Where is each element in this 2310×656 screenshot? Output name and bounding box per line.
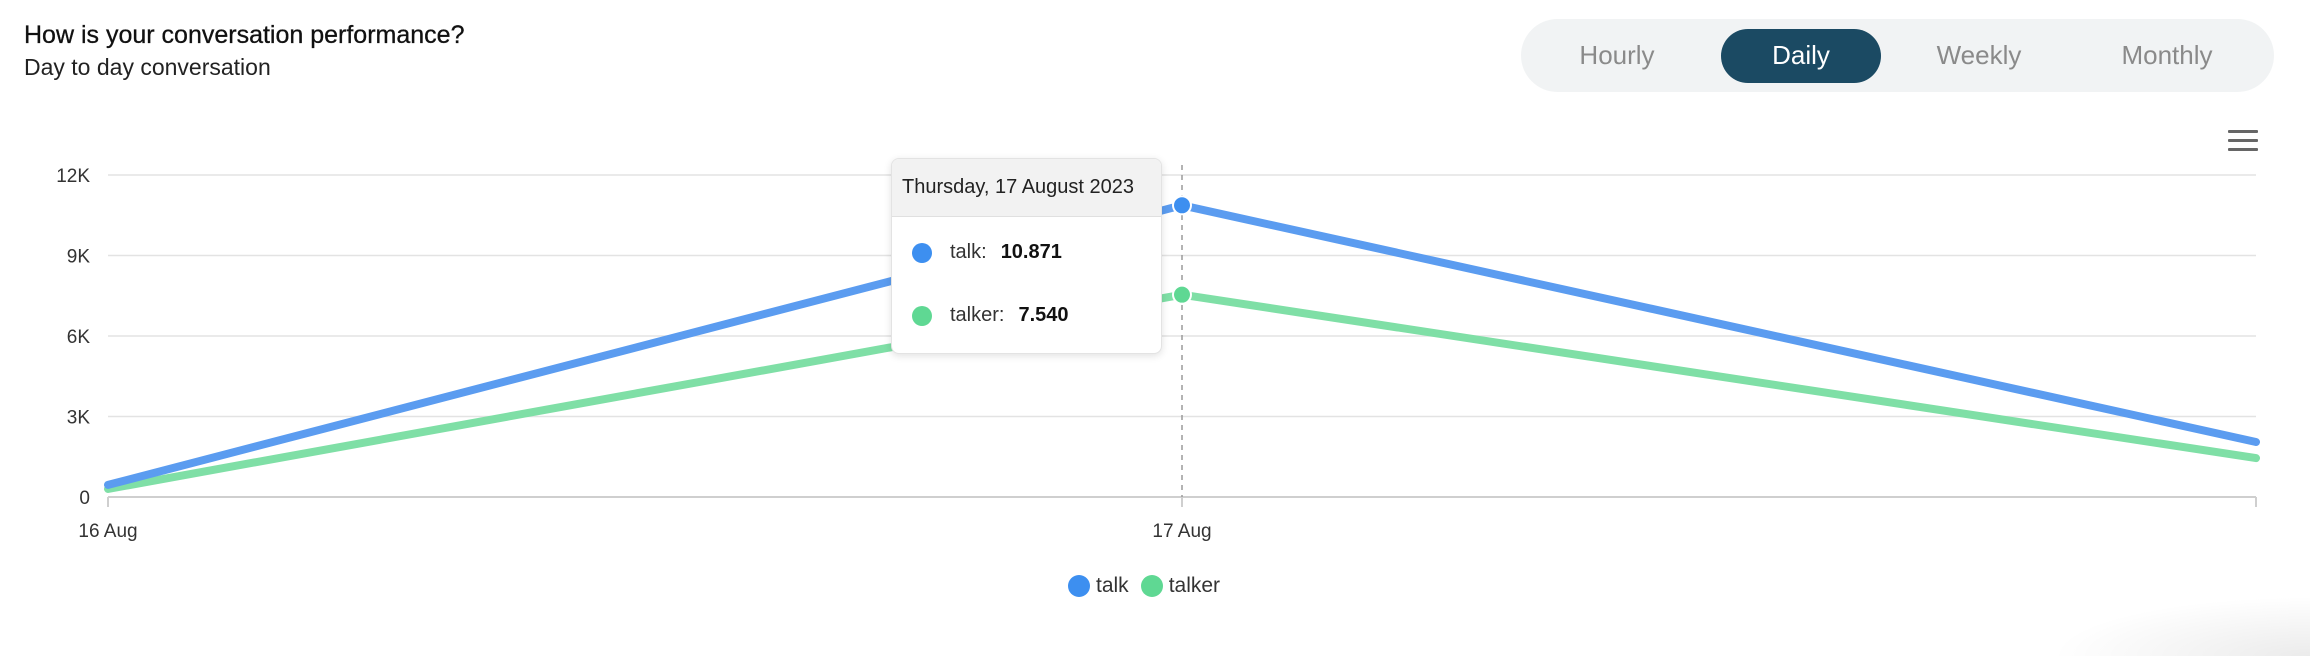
x-tick-label: 17 Aug (1152, 521, 1211, 542)
legend-item-talk[interactable]: talk (1068, 574, 1129, 598)
y-tick-label: 3K (67, 408, 91, 429)
page-subtitle: Day to day conversation (24, 54, 271, 80)
tooltip-series-name: talk (950, 241, 982, 263)
y-tick-label: 9K (67, 247, 91, 268)
period-weekly-button[interactable]: Weekly (1936, 40, 2022, 70)
data-point-talk[interactable] (1172, 195, 1192, 216)
page-title: How is your conversation performance? (24, 21, 465, 49)
tooltip-series-value: 10.871 (1000, 241, 1062, 263)
chart-header: How is your conversation performance? Da… (24, 20, 465, 82)
y-tick-label: 12K (56, 166, 90, 187)
tooltip-series-name: talker (950, 304, 999, 326)
tooltip-row-talker: talker: 7.540 (912, 304, 1069, 327)
x-tick-label: 16 Aug (78, 521, 137, 542)
talk-legend-dot-icon (1068, 575, 1090, 597)
tooltip-row-talk: talk: 10.871 (912, 241, 1062, 264)
legend-item-talker[interactable]: talker (1140, 574, 1221, 598)
talker-dot-icon (912, 305, 932, 326)
period-toggle: Hourly Daily Weekly Monthly (1521, 19, 2274, 92)
legend-label: talker (1168, 574, 1221, 597)
period-daily-button[interactable]: Daily (1721, 28, 1881, 83)
hamburger-menu-icon[interactable] (2228, 130, 2258, 154)
y-tick-label: 6K (67, 327, 91, 348)
talk-dot-icon (912, 242, 932, 263)
period-hourly-button[interactable]: Hourly (1579, 40, 1655, 70)
talker-legend-dot-icon (1140, 575, 1163, 597)
y-tick-label: 0 (79, 488, 90, 509)
chart-tooltip: Thursday, 17 August 2023 talk: 10.871 ta… (891, 158, 1162, 354)
legend-label: talk (1096, 574, 1129, 597)
tooltip-date: Thursday, 17 August 2023 (892, 159, 1161, 217)
data-point-talker[interactable] (1172, 284, 1192, 305)
tooltip-series-value: 7.540 (1018, 304, 1069, 326)
period-monthly-button[interactable]: Monthly (2121, 40, 2213, 70)
chart-legend: talk talker (1068, 574, 1232, 598)
corner-shadow (2050, 596, 2310, 656)
